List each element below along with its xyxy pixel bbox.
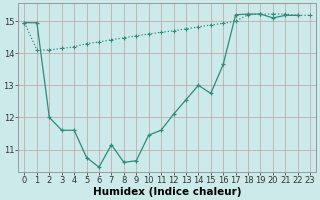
X-axis label: Humidex (Indice chaleur): Humidex (Indice chaleur) bbox=[93, 187, 242, 197]
